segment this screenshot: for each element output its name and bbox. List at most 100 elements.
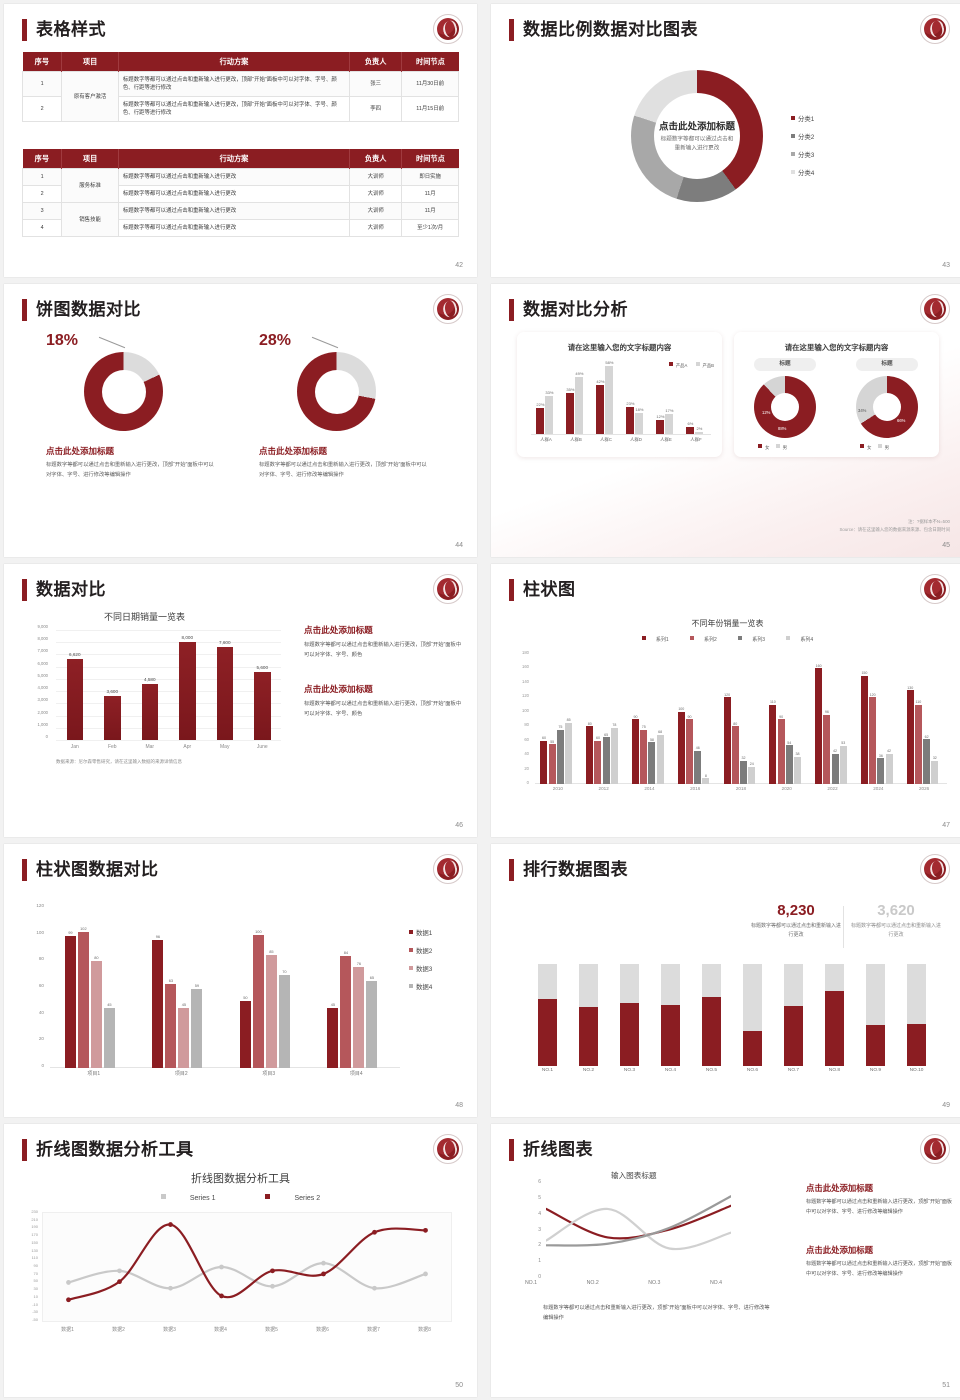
pie-heading: 点击此处添加标题 bbox=[46, 446, 115, 456]
y-tick: 100 bbox=[36, 929, 44, 935]
x-tick: NO.8 bbox=[828, 1068, 841, 1073]
table-row: 1 服务标准 标题数字等都可以通过点击和重新输入进行更改 大训师 即日实施 bbox=[21, 167, 459, 204]
bar-value-label: 36 bbox=[878, 753, 883, 758]
bar bbox=[265, 954, 277, 1068]
block-heading: 点击此处添加标题 bbox=[806, 1183, 873, 1193]
y-tick: 50 bbox=[33, 1278, 38, 1284]
chart-source: 数据来源：尼尔森零售研究，请在这里输入数据的来源详情信息 bbox=[56, 759, 182, 764]
title-accent-bar bbox=[509, 859, 514, 881]
cell-no: 1 bbox=[21, 70, 63, 98]
y-tick: 10 bbox=[33, 1293, 38, 1299]
note-line-1: 注：?据样本不N=500 bbox=[908, 519, 950, 525]
legend-item: 分类2 bbox=[791, 132, 814, 141]
chart-legend: 女 男 bbox=[758, 444, 787, 451]
bar bbox=[179, 642, 196, 740]
ranking-bar-track bbox=[865, 964, 886, 1066]
donut-label: 标题 bbox=[856, 358, 918, 371]
slide-51: 折线图表 输入图表标题 6 5 4 3 2 1 0 NO.1 NO.2 NO.3 NO.4 标题数… bbox=[491, 1124, 960, 1397]
title-accent-bar bbox=[22, 859, 27, 881]
cell-owner: 张三 bbox=[348, 70, 403, 98]
bar-value-label: 22% bbox=[536, 402, 545, 408]
bar-value-label: 45 bbox=[107, 1002, 112, 1007]
title-accent-bar bbox=[509, 299, 514, 321]
cell-no: 1 bbox=[21, 167, 63, 187]
slide-51-header: 折线图表 bbox=[509, 1134, 950, 1166]
bar bbox=[178, 1008, 190, 1068]
chart-legend: 分类1 分类2 分类3 分类4 bbox=[791, 114, 814, 186]
bar-value-label: 50 bbox=[243, 995, 248, 1001]
x-tick: 数据4 bbox=[214, 1327, 227, 1333]
bar-value-label: 49% bbox=[575, 370, 584, 376]
bar-value-label: 45 bbox=[330, 1002, 336, 1007]
pie-block-1: 18% 点击此处添加标题 标题数字等都可以通过点击和重新输入进行更改，顶部“开始… bbox=[46, 332, 216, 481]
bar-value-label: 2% bbox=[696, 425, 703, 431]
y-tick: 1 bbox=[538, 1258, 541, 1265]
bar-value-label: 102 bbox=[80, 926, 87, 931]
x-tick: 数据5 bbox=[265, 1327, 278, 1333]
x-tick: NO.9 bbox=[869, 1068, 882, 1073]
x-axis-labels: NO.1 NO.2 NO.3 NO.4 NO.5 NO.6 NO.7 NO.8 NO.9 NO.1… bbox=[527, 1068, 937, 1080]
y-tick: 20 bbox=[38, 1036, 44, 1042]
legend-item: 分类3 bbox=[791, 150, 814, 159]
bar-chart-card: 请在这里输入您的文字标题内容 产品A 产品B 22% 33% 35% 49% 42% 58… bbox=[517, 332, 722, 457]
data-point bbox=[219, 1264, 224, 1270]
page-title: 排行数据图表 bbox=[523, 860, 628, 879]
block-body: 标题数字等都可以通过点击和重新输入进行更改，顶部“开始”面板中可以对字体、字号、… bbox=[806, 1199, 953, 1215]
table-row: 4 标题数字等都可以通过点击和重新输入进行更改 大训师 至少1次/月 bbox=[21, 219, 459, 238]
pie-body: 标题数字等都可以通过点击和重新输入进行更改，顶部“开始”面板中可以对字体、字号、… bbox=[46, 462, 214, 478]
legend-item: 数据1 bbox=[409, 928, 432, 937]
y-tick: 120 bbox=[522, 693, 529, 699]
page-title: 表格样式 bbox=[36, 20, 106, 39]
slide-45-header: 数据对比分析 bbox=[509, 294, 950, 326]
bar bbox=[785, 745, 793, 784]
ranking-bar-track bbox=[619, 964, 640, 1066]
x-tick: 2014 bbox=[644, 786, 655, 791]
legend-item: 系列3 bbox=[733, 636, 770, 643]
data-point bbox=[423, 1271, 428, 1277]
bar-value-label: 35% bbox=[566, 387, 575, 393]
bar bbox=[695, 431, 704, 434]
bar-value-label: 42 bbox=[887, 749, 892, 754]
legend-item: 系列1 bbox=[637, 636, 674, 643]
donut-card: 请在这里输入您的文字标题内容 标题 标题 12% 88% 34% 66% 女 男… bbox=[734, 332, 939, 457]
cell-time: 11月 bbox=[401, 185, 459, 204]
slide-45: 数据对比分析 请在这里输入您的文字标题内容 产品A 产品B 22% 33% 35% 4… bbox=[491, 284, 960, 557]
bar bbox=[540, 740, 548, 784]
title-accent-bar bbox=[22, 579, 27, 601]
bar bbox=[931, 760, 939, 784]
bar bbox=[723, 697, 731, 784]
bar-value-label: 23% bbox=[626, 401, 635, 407]
x-tick: 2010 bbox=[552, 786, 563, 791]
cell-owner: 大训师 bbox=[348, 219, 403, 238]
bar-value-label: 68 bbox=[658, 730, 663, 735]
bar bbox=[104, 696, 121, 740]
x-tick: NO.4 bbox=[664, 1068, 677, 1073]
data-point bbox=[66, 1297, 71, 1303]
line-chart-plot bbox=[546, 1182, 731, 1277]
bar-value-label: 70 bbox=[282, 968, 287, 974]
y-tick: 3 bbox=[538, 1226, 541, 1233]
data-point bbox=[270, 1268, 275, 1274]
bar bbox=[665, 414, 674, 434]
bar-value-label: 58 bbox=[649, 737, 654, 742]
donut-value-label: 34% bbox=[858, 408, 867, 413]
bar-value-label: 110 bbox=[770, 700, 776, 705]
ranking-bar-fill bbox=[906, 1024, 927, 1066]
y-tick: 40 bbox=[524, 751, 529, 757]
donut-center-text: 点击此处添加标题 标题数字等都可以通过点击和 重新输入进行更改 bbox=[642, 118, 752, 153]
grouped-bars: 22% 33% 35% 49% 42% 58% 23% 18% 12% 17% 6% 2% bbox=[531, 360, 711, 434]
bar bbox=[565, 722, 573, 784]
line-series bbox=[546, 1207, 731, 1251]
x-tick: 2016 bbox=[690, 786, 701, 791]
stat-divider bbox=[843, 906, 844, 948]
x-axis-labels: 项目1 项目2 项目3 项目4 bbox=[50, 1070, 400, 1082]
bar bbox=[885, 753, 893, 784]
y-tick: 130 bbox=[31, 1247, 38, 1253]
y-axis-labels: 120 100 80 60 40 20 0 bbox=[20, 903, 46, 1068]
page-number: 43 bbox=[942, 262, 950, 269]
block-heading: 点击此处添加标题 bbox=[806, 1244, 873, 1255]
slide-42-header: 表格样式 bbox=[22, 14, 463, 46]
slide-43-header: 数据比例数据对比图表 bbox=[509, 14, 950, 46]
bar bbox=[278, 974, 290, 1068]
bar bbox=[254, 671, 271, 740]
